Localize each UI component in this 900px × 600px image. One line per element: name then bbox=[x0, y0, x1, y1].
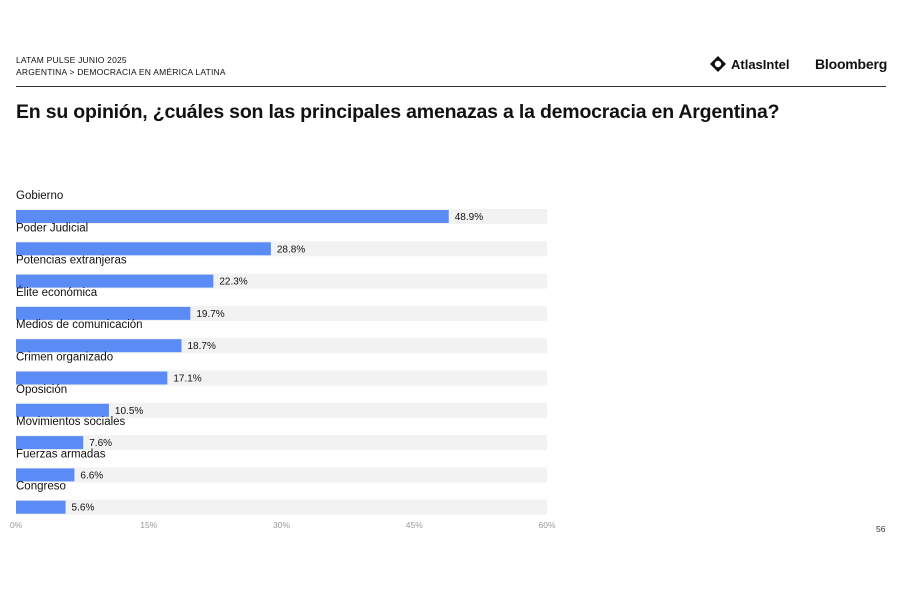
bar-track bbox=[16, 402, 547, 418]
value-label: 10.5% bbox=[115, 406, 143, 417]
bar-track bbox=[16, 435, 547, 451]
atlasintel-wordmark: AtlasIntel bbox=[731, 56, 790, 72]
bar bbox=[16, 242, 271, 256]
bar bbox=[16, 468, 75, 482]
bloomberg-logo: Bloomberg bbox=[815, 56, 888, 72]
bar bbox=[16, 339, 182, 353]
value-label: 18.7% bbox=[187, 341, 215, 352]
category-label: Oposición bbox=[16, 384, 67, 396]
bar bbox=[16, 210, 449, 223]
x-tick-label: 45% bbox=[406, 520, 423, 530]
bar-track bbox=[16, 499, 547, 515]
category-label: Congreso bbox=[16, 481, 66, 493]
bar bbox=[16, 436, 84, 450]
category-label: Poder Judicial bbox=[16, 222, 88, 234]
value-label: 48.9% bbox=[455, 212, 483, 223]
bar bbox=[16, 500, 66, 514]
atlasintel-logo-icon bbox=[710, 56, 726, 72]
x-tick-label: 15% bbox=[140, 520, 157, 530]
category-label: Élite económica bbox=[16, 286, 98, 299]
bar-track bbox=[16, 467, 547, 483]
value-label: 19.7% bbox=[196, 309, 224, 320]
category-label: Potencias extranjeras bbox=[16, 255, 127, 267]
bar bbox=[16, 403, 109, 417]
x-tick-label: 60% bbox=[538, 520, 555, 530]
value-label: 22.3% bbox=[219, 277, 247, 288]
breadcrumb: ARGENTINA > DEMOCRACIA EN AMÉRICA LATINA bbox=[16, 67, 226, 77]
page-title: En su opinión, ¿cuáles son las principal… bbox=[16, 101, 780, 123]
value-label: 5.6% bbox=[72, 503, 95, 514]
category-label: Gobierno bbox=[16, 190, 63, 202]
x-tick-label: 0% bbox=[10, 520, 23, 530]
header-divider bbox=[16, 86, 886, 87]
value-label: 17.1% bbox=[173, 374, 201, 385]
category-label: Fuerzas armadas bbox=[16, 448, 106, 460]
atlasintel-logo: AtlasIntel bbox=[709, 55, 790, 73]
value-label: 6.6% bbox=[80, 470, 103, 481]
bar bbox=[16, 371, 168, 385]
bar bbox=[16, 274, 214, 288]
survey-name: LATAM PULSE JUNIO 2025 bbox=[16, 55, 127, 65]
page-number: 56 bbox=[876, 524, 886, 534]
bar bbox=[16, 306, 191, 320]
value-label: 28.8% bbox=[277, 244, 305, 255]
x-tick-label: 30% bbox=[273, 520, 290, 530]
header-meta: LATAM PULSE JUNIO 2025 ARGENTINA > DEMOC… bbox=[16, 54, 226, 78]
category-label: Movimientos sociales bbox=[16, 416, 126, 428]
value-label: 7.6% bbox=[89, 438, 112, 449]
category-label: Medios de comunicación bbox=[16, 319, 143, 331]
category-label: Crimen organizado bbox=[16, 352, 113, 364]
